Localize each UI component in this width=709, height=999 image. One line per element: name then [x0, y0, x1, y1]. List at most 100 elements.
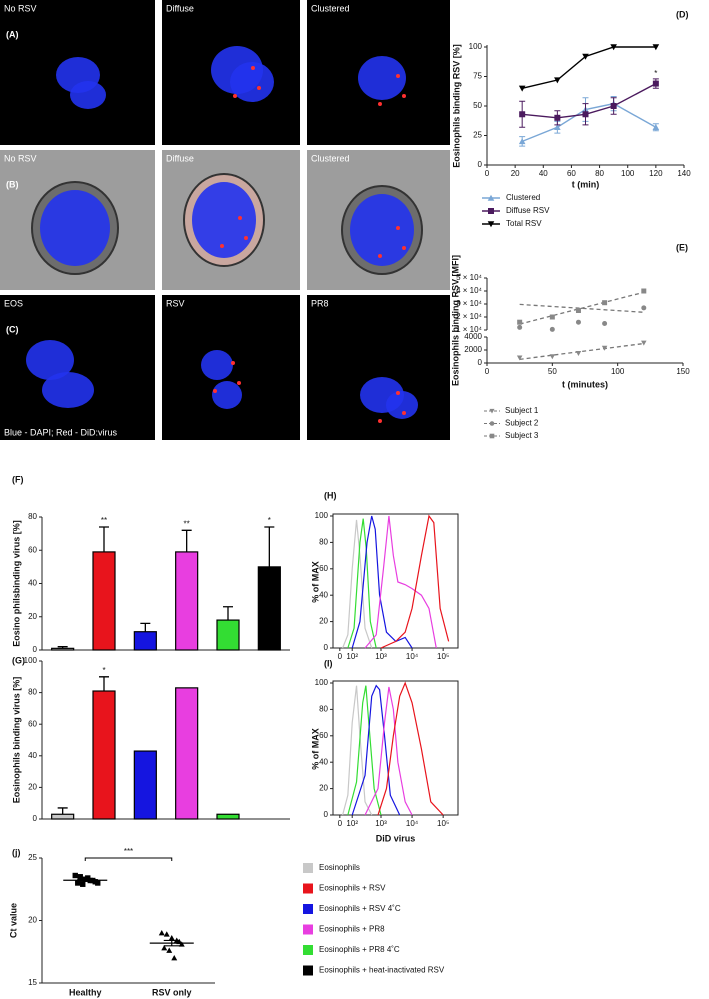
series-line [521, 102, 657, 143]
marker [575, 308, 581, 313]
marker [602, 321, 608, 326]
error-bar [140, 622, 151, 632]
panel-label: Clustered [311, 153, 350, 163]
legend-swatch [303, 945, 313, 955]
panel-label: No RSV [4, 3, 37, 13]
y-tick-label: 80 [28, 512, 37, 521]
bar [257, 566, 281, 651]
legend-label: Eosinophils + PR8 [319, 925, 385, 934]
y-axis-label: Eosinophils binding virus [%] [11, 677, 21, 804]
legend-label: Eosinophils + PR8 4˚C [319, 945, 400, 954]
y-tick-label: 20 [319, 784, 328, 793]
panel-label: (E) [676, 242, 688, 252]
marker [80, 881, 86, 887]
virus-spot [233, 94, 237, 98]
marker [554, 77, 561, 84]
marker [75, 880, 81, 886]
legend-swatch [303, 883, 313, 894]
significance: *** [124, 847, 133, 856]
virus-spot [396, 391, 400, 395]
marker [549, 314, 555, 320]
marker [610, 44, 617, 51]
y-axis-label: Ct value [8, 903, 18, 938]
nucleus [42, 372, 94, 408]
marker [582, 53, 589, 60]
marker [610, 103, 617, 109]
x-tick-label: 50 [548, 367, 557, 376]
marker [652, 44, 660, 51]
panel-label: EOS [4, 298, 23, 308]
x-axis-label: t (minutes) [562, 379, 608, 389]
panel-label: (F) [12, 474, 24, 484]
x-tick-label: 10³ [375, 819, 387, 828]
y-tick-label: 0 [324, 643, 329, 652]
x-tick-label: 20 [511, 169, 520, 178]
y-axis-label: Eosino philsbinding virus [%] [11, 520, 21, 647]
y-tick-label: 20 [28, 916, 37, 925]
virus-spot [402, 246, 406, 250]
y-tick-label: 5 × 10⁴ [456, 273, 482, 282]
series-line [351, 684, 401, 816]
x-axis-label: DiD virus [376, 833, 416, 843]
x-tick-label: 10³ [375, 652, 387, 661]
series-line [342, 519, 373, 649]
trend-line [519, 291, 644, 325]
marker [601, 345, 608, 351]
marker [641, 288, 647, 294]
significance-bracket [84, 857, 173, 861]
bar [92, 690, 116, 820]
x-axis-label: t (min) [572, 179, 600, 189]
y-tick-label: 20 [28, 783, 37, 792]
legend-label: Eosinophils + RSV [319, 884, 386, 893]
error-bar [99, 676, 109, 692]
marker [77, 874, 83, 880]
series-line [522, 46, 656, 89]
series-line [377, 681, 444, 816]
y-tick-label: 25 [473, 131, 482, 140]
panel-label: (D) [676, 9, 689, 19]
marker [519, 111, 526, 118]
y-tick-label: 2000 [464, 345, 482, 354]
x-tick-label: 60 [567, 169, 576, 178]
panel-label: (I) [324, 658, 333, 668]
x-tick-label: 100 [611, 367, 625, 376]
significance: ** [101, 516, 107, 525]
nucleus [40, 190, 110, 266]
marker [489, 433, 495, 439]
micrograph [0, 295, 155, 440]
marker [575, 319, 581, 325]
marker [85, 875, 91, 881]
marker [168, 935, 175, 941]
panel-label: (G) [12, 655, 25, 665]
y-tick-label: 20 [28, 612, 37, 621]
legend-swatch [303, 904, 313, 914]
virus-spot [220, 244, 224, 248]
legend-label: Eosinophils + heat-inactivated RSV [319, 966, 445, 975]
panel-label: Diffuse [166, 153, 194, 163]
marker [518, 85, 526, 92]
virus-spot [244, 236, 248, 240]
y-axis-label: Eosinophils binding RSV [MFI] [450, 255, 460, 386]
row-label: (A) [6, 29, 19, 39]
plot-frame [332, 513, 459, 649]
nucleus [350, 194, 414, 266]
y-tick-label: 40 [28, 579, 37, 588]
bar [216, 619, 240, 651]
marker [488, 208, 494, 214]
virus-spot [237, 381, 241, 385]
row-label: (B) [6, 179, 19, 189]
legend-label: Eosinophils [319, 863, 360, 872]
virus-spot [257, 86, 261, 90]
x-tick-label: 10² [346, 652, 358, 661]
marker [171, 955, 178, 961]
x-tick-label: Healthy [69, 987, 102, 997]
legend-label: Clustered [506, 193, 540, 202]
axes [486, 278, 683, 364]
marker [158, 930, 165, 936]
significance: ** [184, 519, 190, 528]
y-axis-label: % of MAX [310, 728, 320, 770]
bar [216, 813, 240, 820]
x-tick-label: 80 [595, 169, 604, 178]
x-tick-label: 150 [676, 367, 690, 376]
